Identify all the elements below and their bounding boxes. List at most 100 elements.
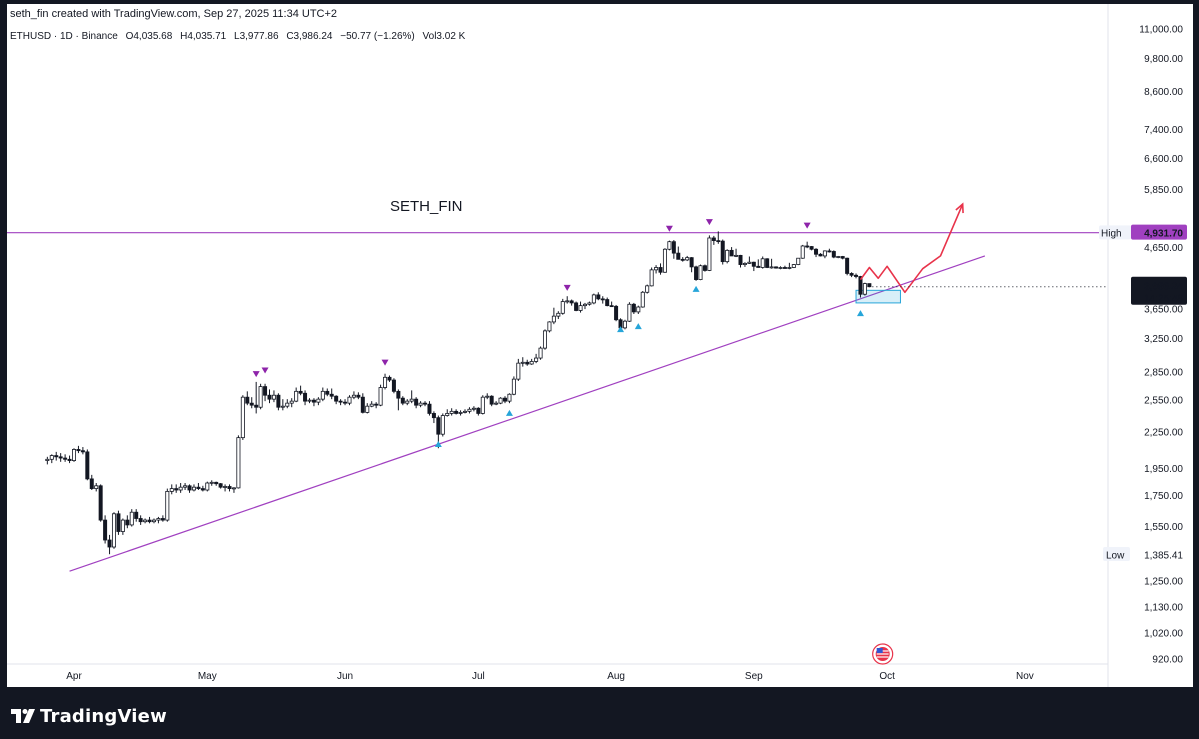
candle[interactable] (338, 399, 343, 406)
candle[interactable] (738, 254, 743, 268)
candle[interactable] (98, 484, 103, 522)
candle[interactable] (165, 488, 170, 522)
candle[interactable] (267, 389, 272, 404)
candle[interactable] (183, 483, 188, 491)
candle[interactable] (254, 381, 259, 414)
candle[interactable] (800, 244, 805, 259)
candle[interactable] (116, 510, 121, 535)
candle[interactable] (814, 248, 819, 258)
candle[interactable] (445, 409, 450, 417)
candle[interactable] (218, 483, 223, 489)
candle[interactable] (485, 393, 490, 400)
candle[interactable] (574, 301, 579, 312)
candle[interactable] (240, 395, 245, 440)
candle[interactable] (223, 484, 228, 492)
tradingview-brand[interactable]: TradingView (40, 705, 167, 727)
candle[interactable] (85, 449, 90, 481)
price-axis[interactable]: 920.00 1,020.00 1,130.00 1,250.00 1,550.00 1,… (1139, 25, 1183, 666)
candles[interactable] (45, 231, 872, 555)
projection-arrow[interactable] (859, 203, 964, 294)
candle[interactable] (343, 399, 348, 406)
candle[interactable] (178, 483, 183, 493)
candle[interactable] (645, 284, 650, 294)
candle[interactable] (596, 292, 601, 301)
candle[interactable] (63, 454, 68, 462)
candle[interactable] (836, 255, 841, 259)
candle[interactable] (103, 515, 108, 544)
candle[interactable] (747, 256, 752, 264)
candle[interactable] (805, 241, 810, 249)
candle[interactable] (427, 401, 432, 416)
candle[interactable] (671, 240, 676, 259)
candle[interactable] (498, 397, 503, 405)
candle[interactable] (147, 516, 152, 524)
candle[interactable] (440, 413, 445, 437)
candle[interactable] (285, 399, 290, 409)
candle[interactable] (303, 390, 308, 406)
candle[interactable] (329, 388, 334, 400)
candle[interactable] (751, 261, 756, 272)
candle[interactable] (609, 301, 614, 308)
candle[interactable] (547, 321, 552, 333)
candle[interactable] (151, 518, 156, 524)
candle[interactable] (529, 358, 534, 365)
us-flag-event-icon[interactable] (872, 643, 894, 665)
candle[interactable] (187, 484, 192, 493)
candle[interactable] (107, 534, 112, 555)
candle[interactable] (591, 293, 596, 305)
candle[interactable] (431, 411, 436, 424)
time-axis[interactable]: Apr May Jun Jul Aug Sep Oct Nov (66, 671, 1034, 682)
candle[interactable] (467, 407, 472, 414)
candle[interactable] (94, 483, 99, 492)
candle[interactable] (89, 474, 94, 491)
candle[interactable] (369, 401, 374, 408)
candle[interactable] (654, 265, 659, 274)
candle[interactable] (391, 378, 396, 394)
candle[interactable] (640, 290, 645, 308)
support-zone[interactable] (855, 289, 901, 304)
candle[interactable] (542, 329, 547, 350)
candle[interactable] (396, 389, 401, 411)
candle[interactable] (378, 384, 383, 407)
candle[interactable] (622, 319, 627, 330)
candle[interactable] (551, 307, 556, 325)
candle[interactable] (245, 391, 250, 406)
candle[interactable] (769, 258, 774, 269)
candle[interactable] (80, 447, 85, 455)
candle[interactable] (698, 264, 703, 281)
candle[interactable] (720, 239, 725, 265)
candle[interactable] (258, 383, 263, 410)
candle[interactable] (605, 297, 610, 307)
chart-canvas[interactable]: SETH_FIN 920.00 1,020.00 1,130.00 1,250.00 1,… (7, 4, 1193, 687)
candle[interactable] (76, 445, 81, 454)
tradingview-logo-icon[interactable] (10, 706, 36, 726)
candle[interactable] (45, 456, 50, 465)
candle[interactable] (205, 481, 210, 492)
candle[interactable] (862, 282, 867, 296)
candle[interactable] (662, 248, 667, 273)
candle[interactable] (729, 247, 734, 257)
candle[interactable] (356, 392, 361, 400)
candle[interactable] (845, 257, 850, 276)
candle[interactable] (298, 385, 303, 396)
candle[interactable] (271, 390, 276, 403)
candle[interactable] (600, 296, 605, 304)
candle[interactable] (867, 283, 872, 288)
candle[interactable] (209, 480, 214, 486)
candle[interactable] (822, 250, 827, 259)
candle[interactable] (156, 516, 161, 524)
symbol-name[interactable]: ETHUSD · 1D · Binance (10, 31, 118, 42)
candle[interactable] (280, 399, 285, 411)
candle[interactable] (716, 231, 721, 244)
candle[interactable] (689, 257, 694, 273)
candle[interactable] (507, 393, 512, 404)
candle[interactable] (129, 509, 134, 527)
candle[interactable] (658, 263, 663, 275)
candle[interactable] (476, 407, 481, 416)
candle[interactable] (294, 387, 299, 403)
candle[interactable] (525, 359, 530, 366)
candle[interactable] (196, 483, 201, 491)
candle[interactable] (311, 398, 316, 407)
candle[interactable] (160, 515, 165, 522)
candle[interactable] (454, 409, 459, 415)
